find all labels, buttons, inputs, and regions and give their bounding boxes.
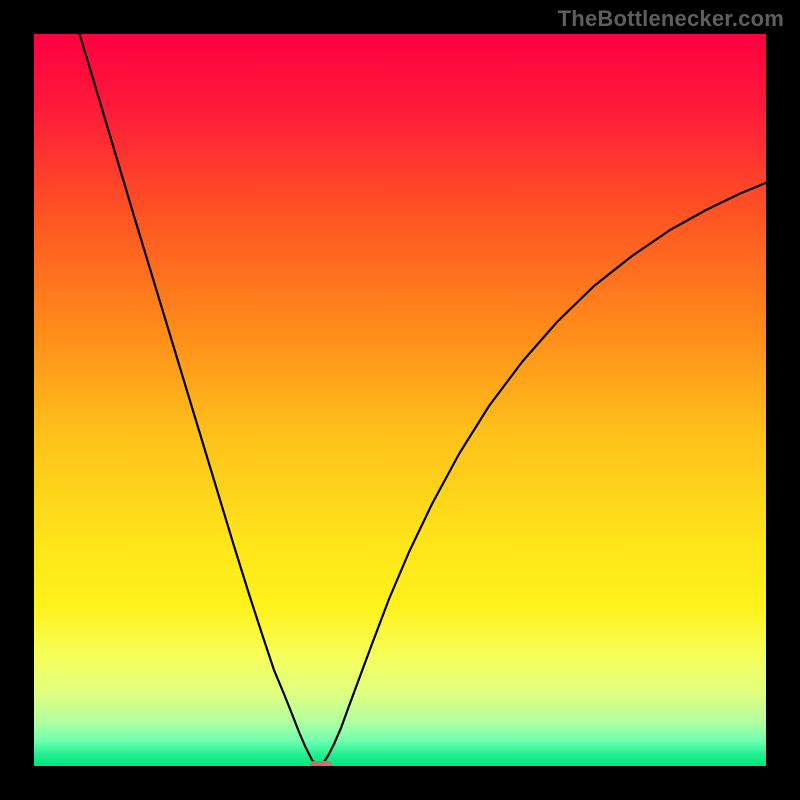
chart-background <box>34 34 766 766</box>
minimum-marker <box>310 761 332 766</box>
chart-plot-area <box>34 34 766 766</box>
chart-svg <box>34 34 766 766</box>
watermark-text: TheBottlenecker.com <box>558 6 784 32</box>
